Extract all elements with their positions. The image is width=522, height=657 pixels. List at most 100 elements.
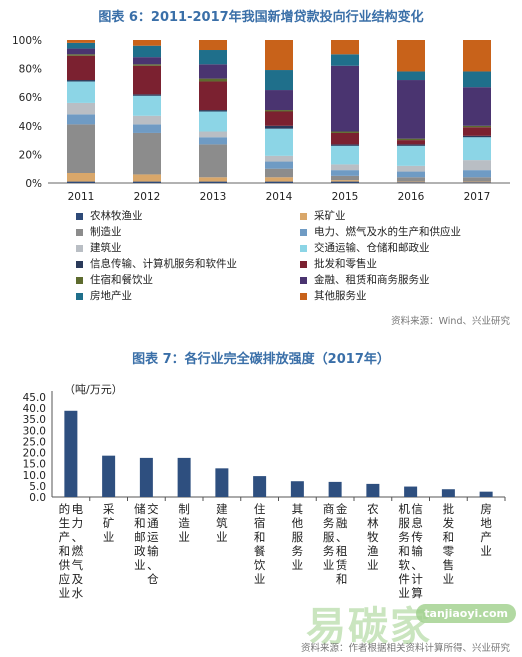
y-tick-label: 40.0 bbox=[23, 403, 46, 415]
x-category-char: 算 bbox=[411, 586, 423, 600]
y-tick-label: 5.0 bbox=[29, 481, 46, 493]
stacked-bar-segment bbox=[331, 132, 359, 145]
stacked-bar-chart: 0% 20% 40% 60% 80% 100% 2011 2012 2013 2014 2015 20… bbox=[12, 35, 510, 203]
stacked-bar-segment bbox=[133, 115, 161, 125]
legend-item: 批发和零售业 bbox=[300, 256, 377, 271]
y-tick-label: 35.0 bbox=[23, 414, 46, 426]
x-category-char: 息 bbox=[411, 516, 423, 530]
legend-label: 住宿和餐饮业 bbox=[90, 274, 153, 286]
watermark-text: 易碳家 bbox=[306, 604, 432, 650]
x-category-label: 住宿和餐饮业 bbox=[254, 502, 266, 586]
x-category-char: 储 bbox=[134, 502, 146, 516]
stacked-bar-segment bbox=[397, 40, 425, 72]
stacked-bar-segment bbox=[331, 131, 359, 133]
stacked-bar-segment bbox=[463, 181, 491, 183]
stacked-bar-segment bbox=[397, 165, 425, 172]
legend-item: 建筑业 bbox=[76, 240, 122, 255]
y-tick-label: 20.0 bbox=[23, 448, 46, 460]
y-tick-label: 80% bbox=[19, 64, 42, 76]
y-tick-label: 40% bbox=[19, 121, 42, 133]
x-category-label: 金融、租赁和 商务服务业 bbox=[323, 502, 348, 586]
stacked-bar-segment bbox=[463, 160, 491, 171]
x-category-char: 和 bbox=[59, 544, 71, 558]
x-tick-label: 2013 bbox=[200, 191, 227, 203]
legend-swatch bbox=[76, 244, 83, 252]
x-tick-label: 2014 bbox=[266, 191, 293, 203]
stacked-bar-segment bbox=[397, 140, 425, 145]
stacked-bar-segment bbox=[133, 40, 161, 46]
legend-label: 电力、燃气及水的生产和供应业 bbox=[314, 226, 461, 238]
stacked-bar-segment bbox=[133, 65, 161, 95]
legend-swatch bbox=[300, 292, 307, 300]
x-category-char: 牧 bbox=[367, 530, 379, 544]
legend-swatch bbox=[76, 292, 83, 300]
stacked-bar-segment bbox=[331, 65, 359, 132]
x-category-char: 和 bbox=[134, 516, 146, 530]
legend-swatch bbox=[76, 276, 83, 284]
legend-label: 批发和零售业 bbox=[314, 258, 377, 270]
legend-item: 房地产业 bbox=[76, 288, 132, 303]
legend-item: 住宿和餐饮业 bbox=[76, 272, 153, 287]
x-category-label: 建筑业 bbox=[216, 502, 228, 544]
legend-label: 农林牧渔业 bbox=[90, 210, 143, 222]
x-category-char: 林 bbox=[367, 516, 379, 530]
bar bbox=[404, 486, 418, 497]
x-category-char: 制 bbox=[178, 502, 190, 516]
stacked-bar-segment bbox=[463, 40, 491, 72]
x-category-char: 农 bbox=[367, 502, 379, 516]
x-category-label: 农林牧渔业 bbox=[367, 502, 379, 572]
stacked-bar-segment bbox=[397, 177, 425, 182]
x-category-char: 务 bbox=[292, 544, 304, 558]
legend-label: 房地产业 bbox=[90, 290, 132, 302]
bar bbox=[253, 476, 267, 497]
stacked-bar-segment bbox=[397, 181, 425, 183]
x-category-char: 住 bbox=[254, 502, 266, 516]
chart2-title: 图表 7：各行业完全碳排放强度（2017年） bbox=[132, 352, 390, 367]
stacked-bar-segment bbox=[199, 50, 227, 65]
legend-swatch bbox=[76, 228, 83, 236]
stacked-bar-segment bbox=[463, 87, 491, 126]
stacked-bar-segment bbox=[133, 64, 161, 66]
x-category-char: 交 bbox=[147, 502, 159, 516]
stacked-bar-segment bbox=[265, 110, 293, 112]
chart1-source: 资料来源：Wind、兴业研究 bbox=[391, 316, 510, 327]
stacked-bar-segment bbox=[133, 132, 161, 175]
stacked-bar-segment bbox=[265, 111, 293, 126]
stacked-bar-segment bbox=[199, 111, 227, 132]
stacked-bar-segment bbox=[133, 57, 161, 65]
stacked-bar-segment bbox=[397, 71, 425, 81]
y-tick-label: 25.0 bbox=[23, 436, 46, 448]
stacked-bar-segment bbox=[397, 80, 425, 139]
x-category-char: 水 bbox=[72, 586, 84, 600]
legend-label: 制造业 bbox=[90, 226, 122, 238]
stacked-bar-segment bbox=[265, 90, 293, 111]
x-category-char: 和 bbox=[336, 572, 348, 586]
stacked-bar-segment bbox=[463, 125, 491, 128]
y-tick-label: 15.0 bbox=[23, 459, 46, 471]
x-category-char: 金 bbox=[336, 502, 348, 516]
stacked-bar-segment bbox=[199, 64, 227, 79]
x-category-char: 他 bbox=[292, 516, 304, 530]
x-category-char: 业 bbox=[254, 572, 266, 586]
stacked-bar-segment bbox=[265, 155, 293, 162]
stacked-bar-segment bbox=[67, 114, 95, 125]
x-category-label: 信息传输、计算 机服务和软件业 bbox=[398, 502, 423, 600]
x-category-label: 交通运输、仓 储和邮政业 bbox=[134, 502, 159, 586]
watermark-domain: tanjiaoyi.com bbox=[416, 604, 516, 623]
y-tick-label: 0.0 bbox=[29, 492, 46, 504]
x-category-char: 仓 bbox=[147, 572, 159, 586]
bar bbox=[64, 410, 78, 497]
chart1-title: 图表 6：2011-2017年我国新增贷款投向行业结构变化 bbox=[98, 10, 424, 25]
y-tick-label: 10.0 bbox=[23, 470, 46, 482]
stacked-bar-segment bbox=[67, 124, 95, 173]
legend-swatch bbox=[300, 228, 307, 236]
x-category-char: 业 bbox=[323, 558, 335, 572]
x-category-char: 矿 bbox=[103, 516, 115, 530]
x-category-char: 运 bbox=[147, 530, 159, 544]
x-category-char: 服 bbox=[398, 516, 410, 530]
legend-label: 交通运输、仓储和邮政业 bbox=[314, 242, 430, 254]
stacked-bar-segment bbox=[67, 181, 95, 183]
stacked-bar-segment bbox=[397, 182, 425, 183]
legend-swatch bbox=[300, 276, 307, 284]
stacked-bar-segment bbox=[199, 110, 227, 112]
